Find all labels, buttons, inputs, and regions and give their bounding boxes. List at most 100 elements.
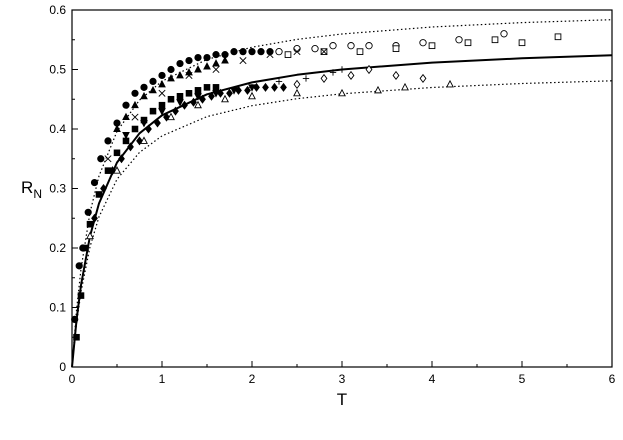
data-point-filled-circle — [257, 48, 265, 56]
data-point-plus — [302, 75, 310, 82]
data-point-filled-square — [149, 107, 157, 115]
data-point-open-triangle — [221, 94, 229, 103]
x-axis-ticks: 0 1 2 3 4 5 6 — [69, 361, 616, 386]
data-point-filled-inverted-triangle — [158, 108, 166, 116]
data-point-filled-triangle — [122, 112, 130, 121]
data-point-open-triangle — [446, 79, 454, 88]
data-point-filled-circle — [212, 51, 220, 59]
data-point-filled-diamond — [181, 100, 188, 110]
data-point-filled-diamond — [136, 136, 143, 146]
data-point-filled-square — [86, 220, 94, 228]
data-point-filled-triangle — [167, 74, 175, 82]
data-point-filled-circle — [149, 77, 157, 86]
data-point-filled-circle — [248, 48, 256, 56]
data-point-open-square — [284, 51, 292, 58]
data-point-plus — [248, 84, 256, 91]
x-tick-label: 3 — [339, 372, 346, 386]
data-point-filled-diamond — [91, 213, 98, 223]
data-point-filled-circle — [266, 48, 274, 56]
data-point-filled-triangle — [212, 59, 220, 67]
y-tick-label: 0.2 — [49, 241, 66, 255]
data-point-filled-square — [77, 292, 85, 299]
data-point-filled-diamond — [172, 106, 179, 116]
x-axis-label: T — [337, 390, 347, 409]
data-point-open-circle — [293, 45, 301, 53]
data-point-cross — [293, 48, 301, 56]
data-point-filled-inverted-triangle — [122, 131, 130, 140]
data-point-filled-circle — [167, 65, 175, 74]
data-point-cross — [185, 71, 193, 79]
data-point-filled-circle — [176, 59, 184, 68]
data-point-filled-diamond — [208, 91, 215, 101]
y-axis-label: RN — [21, 178, 42, 201]
data-point-filled-circle — [97, 155, 105, 163]
data-point-filled-triangle — [176, 71, 184, 79]
data-point-open-square — [518, 39, 526, 47]
data-point-open-square — [356, 48, 364, 55]
data-point-filled-circle — [230, 48, 238, 56]
data-point-filled-triangle — [203, 62, 211, 70]
data-point-filled-triangle — [158, 79, 166, 88]
data-point-filled-square — [82, 244, 89, 252]
data-point-filled-square — [203, 84, 211, 91]
plot-frame — [71, 9, 613, 368]
data-point-filled-inverted-triangle — [176, 99, 184, 107]
data-point-plus — [338, 66, 346, 73]
data-point-filled-triangle — [131, 100, 139, 109]
mean-curve — [71, 54, 613, 368]
data-point-filled-circle — [90, 178, 99, 187]
data-point-filled-circle — [239, 48, 247, 56]
data-point-open-diamond — [293, 79, 301, 89]
x-tick-label: 5 — [519, 372, 526, 386]
data-point-cross — [158, 89, 166, 97]
data-point-filled-circle — [84, 208, 92, 216]
data-point-filled-diamond — [109, 166, 116, 176]
data-point-filled-triangle — [140, 91, 148, 100]
data-point-filled-circle — [104, 137, 112, 145]
data-point-open-triangle — [248, 91, 256, 100]
data-point-open-circle — [275, 48, 283, 56]
data-point-filled-inverted-triangle — [194, 93, 202, 101]
data-point-filled-triangle — [149, 85, 157, 94]
data-point-open-triangle — [86, 231, 94, 240]
data-point-filled-diamond — [244, 85, 251, 95]
data-point-filled-circle — [75, 262, 83, 270]
data-point-filled-square — [158, 101, 166, 109]
data-point-open-square — [554, 33, 562, 41]
data-point-filled-inverted-triangle — [230, 87, 238, 95]
data-point-filled-circle — [140, 83, 148, 91]
data-point-filled-diamond — [271, 82, 278, 92]
data-point-filled-diamond — [118, 154, 125, 164]
data-point-cross — [239, 57, 247, 65]
x-tick-label: 4 — [429, 372, 436, 386]
data-point-open-diamond — [320, 73, 328, 84]
data-point-open-triangle — [194, 100, 202, 109]
data-point-filled-diamond — [280, 82, 287, 92]
data-point-cross — [104, 155, 112, 163]
data-point-filled-circle — [185, 56, 193, 65]
data-point-open-circle — [365, 42, 373, 50]
data-point-filled-diamond — [163, 112, 170, 122]
data-point-filled-square — [212, 84, 220, 91]
data-point-cross — [131, 113, 139, 121]
data-point-filled-diamond — [262, 82, 269, 92]
data-point-filled-circle — [158, 71, 166, 80]
x-tick-label: 0 — [69, 372, 76, 386]
data-point-cross — [212, 65, 220, 74]
y-tick-label: 0.1 — [49, 301, 66, 315]
data-point-open-diamond — [392, 70, 400, 81]
data-point-filled-triangle — [113, 124, 121, 132]
data-point-filled-diamond — [190, 97, 197, 107]
data-point-plus — [275, 78, 283, 85]
y-tick-label: 0.5 — [49, 63, 66, 77]
x-tick-label: 2 — [249, 372, 256, 386]
data-point-open-square — [428, 42, 436, 50]
data-point-open-triangle — [338, 88, 346, 97]
data-point-filled-triangle — [194, 65, 202, 73]
data-point-filled-inverted-triangle — [212, 90, 220, 98]
data-point-filled-triangle — [221, 56, 229, 64]
data-point-open-circle — [311, 45, 319, 53]
data-point-filled-diamond — [226, 88, 233, 98]
y-axis-label-subscript: N — [33, 187, 42, 201]
